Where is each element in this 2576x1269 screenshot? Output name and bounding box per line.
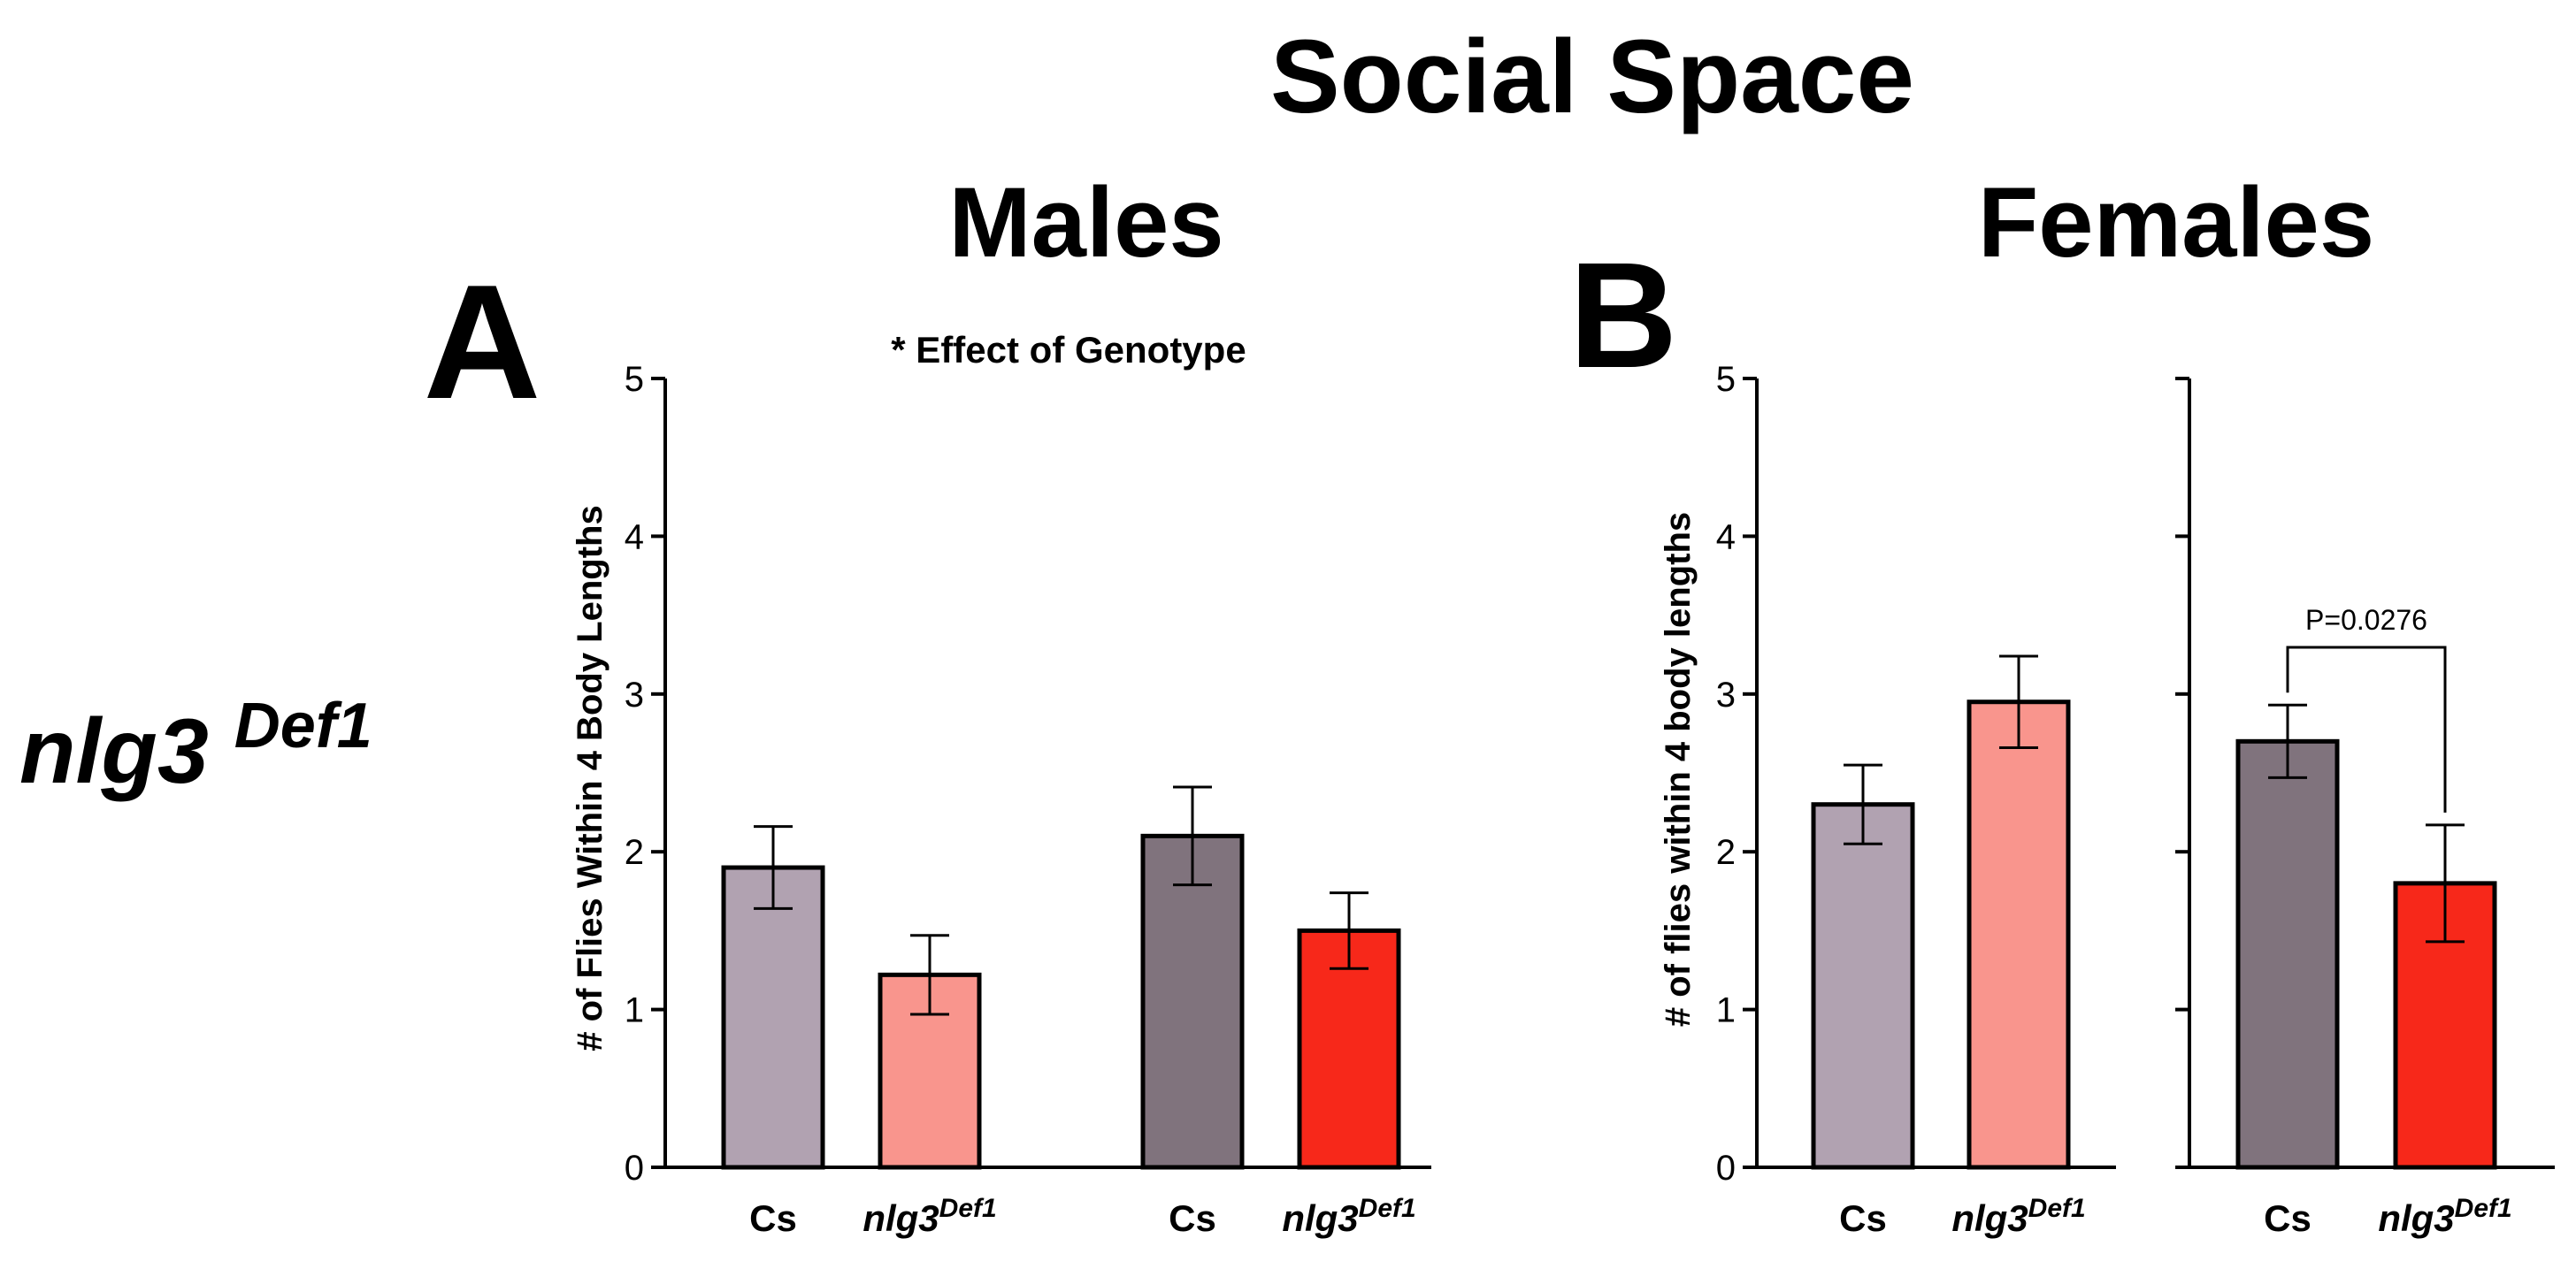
panel-a-y-tick-label: 5 [625, 360, 644, 399]
panel-b-category-label: nlg3Def1 [2378, 1194, 2511, 1239]
panel-a-category-label: nlg3Def1 [862, 1194, 996, 1239]
panel-a-ylabel: # of Flies Within 4 Body Lengths [571, 505, 610, 1051]
panel-a-y-tick-label: 3 [625, 676, 644, 715]
panel-b-category-label: Cs [2264, 1197, 2312, 1239]
panel-b-category-label-sup: Def1 [2455, 1194, 2512, 1223]
panel-b-category-label: Cs [1839, 1197, 1887, 1239]
panel-a-category-label: nlg3Def1 [1282, 1194, 1415, 1239]
panel-b-bar-0-0 [1811, 802, 1915, 1170]
panel-a-category-label-text: nlg3 [862, 1197, 939, 1239]
panel-b-category-label-text: nlg3 [1951, 1197, 2028, 1239]
panel-a-y-tick-label: 2 [625, 833, 644, 872]
panel-a-bar-1-0 [1140, 833, 1245, 1170]
panel-a-letter: A [424, 250, 541, 432]
panel-a-category-label-sup: Def1 [1359, 1194, 1416, 1223]
panel-b-significance-bracket [2286, 646, 2447, 813]
figure-title: Social Space [1270, 19, 1914, 135]
panel-a-category-label: Cs [749, 1197, 797, 1239]
panel-b-bar-1-0 [2235, 738, 2340, 1170]
panel-a-y-tick-label: 1 [625, 991, 644, 1030]
panel-b-y-tick-label: 4 [1716, 517, 1736, 556]
panel-b-category-label-sup: Def1 [2028, 1194, 2086, 1223]
panel-b-category-label-text: Cs [2264, 1197, 2312, 1239]
panel-a-title: Males [948, 167, 1223, 278]
panel-a-category-label-text: Cs [749, 1197, 797, 1239]
genotype-side-label-sup: Def1 [234, 691, 372, 761]
panel-b-bar-0-1 [1966, 699, 2071, 1170]
panel-b-letter: B [1569, 232, 1678, 400]
panel-a-category-label-sup: Def1 [939, 1194, 997, 1223]
panel-a-y-tick-label: 4 [625, 517, 644, 556]
panel-a-category-label: Cs [1169, 1197, 1216, 1239]
panel-a-annotation: * Effect of Genotype [891, 329, 1246, 371]
genotype-side-label: nlg3 Def1 [19, 691, 372, 803]
panel-b-category-label: nlg3Def1 [1951, 1194, 2085, 1239]
panel-a-category-label-text: Cs [1169, 1197, 1216, 1239]
panel-b-title: Females [1978, 167, 2374, 278]
panel-b-category-label-text: Cs [1839, 1197, 1887, 1239]
panel-b-y-tick-label: 3 [1716, 676, 1736, 715]
panel-b-significance-label: P=0.0276 [2305, 604, 2427, 636]
panel-b-y-tick-label: 0 [1716, 1149, 1736, 1188]
panel-b-category-label-text: nlg3 [2378, 1197, 2454, 1239]
panel-b-y-tick-label: 5 [1716, 360, 1736, 399]
panel-b-ylabel: # of flies within 4 body lengths [1659, 512, 1698, 1027]
panel-b-y-tick-label: 1 [1716, 991, 1736, 1030]
panel-a-y-tick-label: 0 [625, 1149, 644, 1188]
panel-b-y-tick-label: 2 [1716, 833, 1736, 872]
panel-a-category-label-text: nlg3 [1282, 1197, 1358, 1239]
genotype-side-label-base: nlg3 [19, 700, 209, 803]
panel-a-bar-0-0 [721, 865, 825, 1170]
